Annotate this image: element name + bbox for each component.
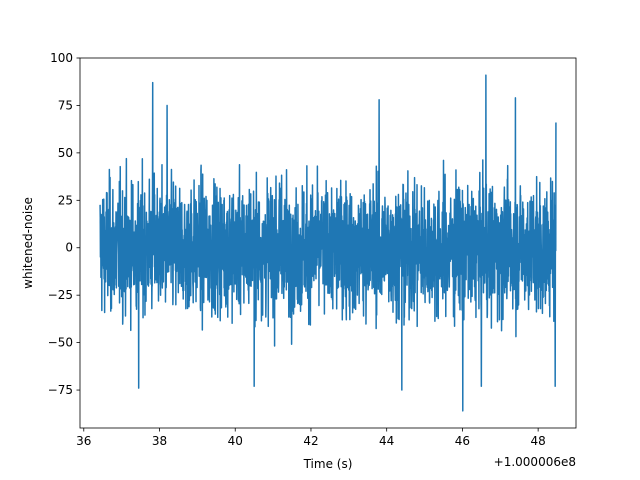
x-tick-label: 42 — [303, 434, 318, 448]
x-axis-offset-label: +1.000006e8 — [494, 455, 576, 469]
series-layer — [99, 74, 557, 412]
y-tick-label: −50 — [48, 336, 73, 350]
x-tick-label: 48 — [530, 434, 545, 448]
x-tick-label: 36 — [76, 434, 91, 448]
x-axis-label: Time (s) — [303, 457, 353, 471]
y-axis-label: whitened-noise — [21, 197, 35, 289]
y-tick-label: 50 — [58, 146, 73, 160]
x-tick-label: 38 — [152, 434, 167, 448]
plot-frame — [79, 57, 577, 429]
x-tick-label: 44 — [379, 434, 394, 448]
y-axis: −75 −50 −25 0 25 50 75 100 — [48, 51, 80, 397]
y-tick-label: 75 — [58, 98, 73, 112]
x-tick-label: 40 — [228, 434, 243, 448]
y-tick-label: −25 — [48, 288, 73, 302]
whitened-noise-line — [99, 74, 557, 412]
y-tick-label: 0 — [65, 241, 73, 255]
y-tick-label: −75 — [48, 383, 73, 397]
y-tick-label: 25 — [58, 193, 73, 207]
y-tick-label: 100 — [50, 51, 73, 65]
x-axis: 36 38 40 42 44 46 48 — [76, 428, 546, 448]
x-tick-label: 46 — [455, 434, 470, 448]
